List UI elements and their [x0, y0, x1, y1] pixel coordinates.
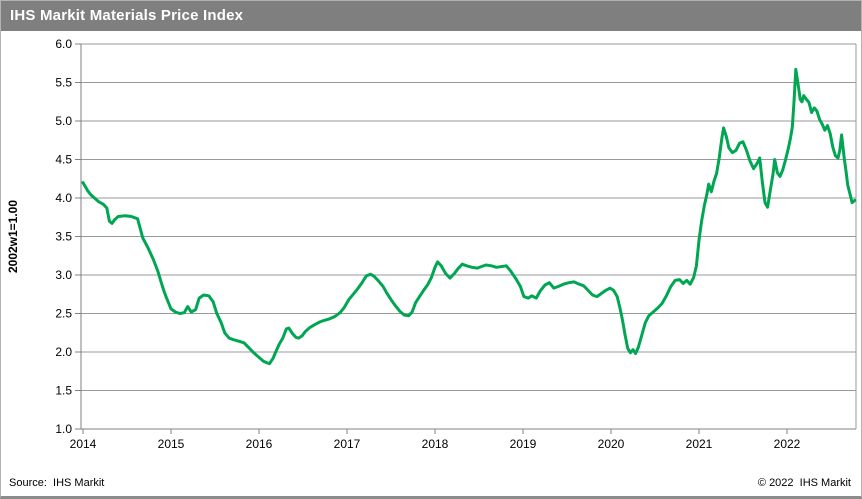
svg-text:3.5: 3.5: [55, 230, 72, 244]
svg-text:5.0: 5.0: [55, 114, 72, 128]
svg-text:4.0: 4.0: [55, 191, 72, 205]
source-note: Source: IHS Markit: [9, 477, 105, 489]
svg-text:2.5: 2.5: [55, 307, 72, 321]
svg-text:5.5: 5.5: [55, 76, 72, 90]
copyright-note: © 2022 IHS Markit: [757, 477, 851, 489]
svg-text:2022: 2022: [774, 437, 801, 451]
svg-text:2018: 2018: [422, 437, 449, 451]
svg-text:2014: 2014: [70, 437, 97, 451]
svg-text:2020: 2020: [598, 437, 625, 451]
svg-text:2002w1=1.00: 2002w1=1.00: [6, 200, 20, 273]
svg-text:2.0: 2.0: [55, 345, 72, 359]
svg-text:4.5: 4.5: [55, 153, 72, 167]
svg-text:2019: 2019: [510, 437, 537, 451]
chart-title: IHS Markit Materials Price Index: [10, 7, 244, 24]
svg-text:1.5: 1.5: [55, 384, 72, 398]
svg-text:2021: 2021: [686, 437, 713, 451]
svg-text:1.0: 1.0: [55, 422, 72, 436]
chart-title-bar: IHS Markit Materials Price Index: [1, 1, 861, 31]
svg-text:2015: 2015: [158, 437, 185, 451]
svg-text:3.0: 3.0: [55, 268, 72, 282]
svg-text:2016: 2016: [246, 437, 273, 451]
svg-text:6.0: 6.0: [55, 37, 72, 51]
svg-text:2017: 2017: [334, 437, 361, 451]
